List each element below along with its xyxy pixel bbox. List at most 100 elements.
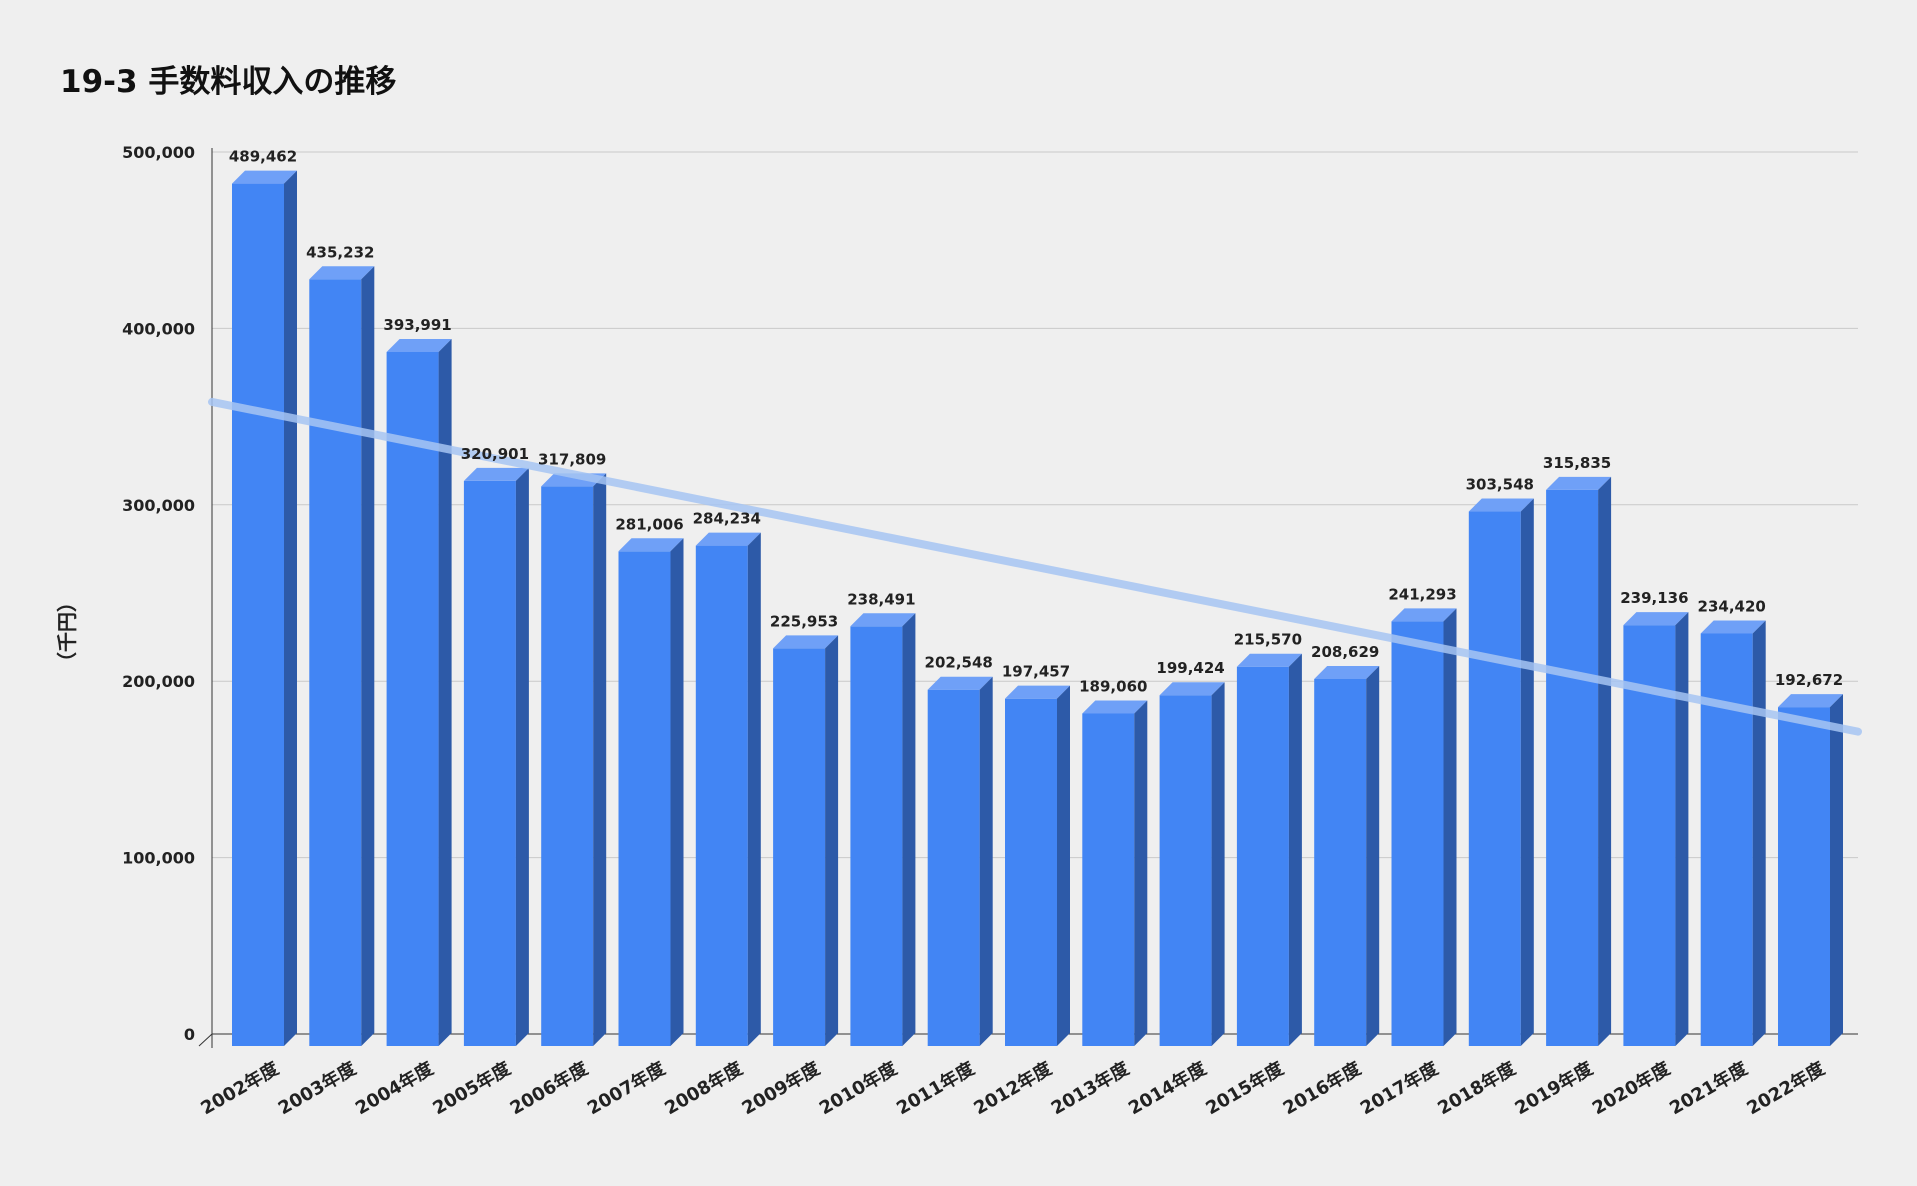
bar: [1391, 608, 1457, 1046]
data-label: 435,232: [306, 243, 374, 261]
bar-top: [463, 467, 529, 481]
bar-front: [850, 626, 903, 1046]
bar-top: [927, 676, 993, 690]
bar-front: [541, 486, 594, 1047]
bar-side: [670, 538, 684, 1046]
bar: [1082, 700, 1148, 1046]
data-label: 239,136: [1620, 589, 1688, 607]
bar-side: [1288, 653, 1302, 1046]
y-axis-title: （千円）: [55, 592, 79, 672]
bar-front: [695, 545, 748, 1046]
bar-side: [1675, 612, 1689, 1046]
data-label: 199,424: [1156, 659, 1224, 677]
bar: [850, 613, 916, 1046]
bar-front: [1236, 666, 1289, 1046]
bar-side: [1057, 685, 1070, 1046]
data-label: 303,548: [1466, 476, 1534, 494]
bar: [1778, 694, 1843, 1046]
axis-depth-line: [198, 1033, 213, 1047]
bar: [1468, 498, 1534, 1046]
y-tick-label: 100,000: [122, 849, 195, 868]
data-label: 197,457: [1002, 663, 1070, 681]
y-tick-label: 300,000: [122, 496, 195, 515]
y-tick-label: 200,000: [122, 672, 195, 691]
bar-top: [1778, 694, 1843, 708]
x-tick-label: 2005年度: [429, 1057, 515, 1120]
bar: [927, 676, 993, 1046]
bar: [232, 170, 297, 1046]
x-tick-label: 2015年度: [1202, 1057, 1288, 1120]
data-label: 189,060: [1079, 677, 1147, 695]
bar-side: [361, 266, 375, 1047]
x-tick-label: 2003年度: [274, 1057, 360, 1120]
data-label: 393,991: [383, 316, 451, 334]
data-label: 215,570: [1234, 631, 1302, 649]
x-tick-label: 2021年度: [1666, 1057, 1752, 1120]
data-label: 192,672: [1775, 671, 1843, 689]
data-label: 202,548: [925, 654, 993, 672]
bar-side: [1598, 476, 1612, 1046]
x-tick-label: 2022年度: [1743, 1057, 1829, 1120]
bar-side: [284, 170, 297, 1046]
bar: [1546, 476, 1612, 1046]
data-label: 208,629: [1311, 643, 1379, 661]
bar-front: [386, 351, 439, 1046]
bar-side: [1366, 665, 1380, 1046]
x-tick-label: 2006年度: [506, 1057, 592, 1120]
bar-side: [515, 467, 529, 1046]
x-tick-label: 2014年度: [1125, 1057, 1211, 1120]
x-tick-label: 2018年度: [1434, 1057, 1520, 1120]
bar-side: [1830, 694, 1843, 1046]
x-tick-label: 2017年度: [1356, 1057, 1442, 1120]
bar-front: [1468, 511, 1521, 1046]
bar-top: [695, 532, 761, 546]
bar-top: [1700, 620, 1766, 634]
bar-side: [593, 473, 607, 1047]
bar: [463, 467, 529, 1046]
bar: [1314, 665, 1380, 1046]
bar-top: [618, 538, 684, 552]
x-tick-label: 2019年度: [1511, 1057, 1597, 1120]
bars: [232, 170, 1843, 1047]
bar-top: [1546, 476, 1612, 490]
bar-side: [747, 532, 761, 1046]
bar-side: [902, 613, 916, 1046]
data-label: 317,809: [538, 450, 606, 468]
y-tick-label: 400,000: [122, 319, 195, 338]
bar-side: [438, 338, 452, 1046]
data-label: 489,462: [229, 148, 297, 166]
data-label: 225,953: [770, 612, 838, 630]
bar: [1159, 682, 1225, 1046]
bar: [309, 266, 375, 1047]
data-label: 281,006: [615, 515, 683, 533]
bar-front: [232, 183, 284, 1046]
bar: [1623, 612, 1689, 1046]
bar-front: [927, 689, 980, 1046]
bar-top: [1082, 700, 1148, 714]
bar-front: [309, 279, 362, 1047]
x-axis-labels: 2002年度2003年度2004年度2005年度2006年度2007年度2008…: [197, 1057, 1829, 1120]
bar-front: [1314, 678, 1367, 1046]
bar-front: [1005, 698, 1057, 1046]
x-tick-label: 2010年度: [815, 1057, 901, 1120]
x-tick-label: 2004年度: [352, 1057, 438, 1120]
bar-top: [309, 266, 375, 280]
bar-front: [1546, 489, 1599, 1046]
bar-top: [232, 170, 297, 184]
x-tick-label: 2008年度: [661, 1057, 747, 1120]
bar-front: [618, 551, 671, 1046]
bar-front: [1778, 707, 1830, 1046]
bar-top: [1468, 498, 1534, 512]
trendline-layer: [208, 397, 1862, 736]
bar-top: [773, 635, 839, 649]
data-label: 238,491: [847, 590, 915, 608]
bar: [386, 338, 452, 1046]
bar-front: [1700, 633, 1753, 1046]
bar-front: [1391, 621, 1444, 1046]
bar-side: [1211, 682, 1225, 1046]
y-tick-label: 500,000: [122, 143, 195, 162]
bar: [773, 635, 839, 1046]
bar-side: [979, 676, 993, 1046]
data-labels: 489,462 435,232 393,991 320,901 317,809 281,0…: [229, 148, 1843, 696]
bar: [695, 532, 761, 1046]
